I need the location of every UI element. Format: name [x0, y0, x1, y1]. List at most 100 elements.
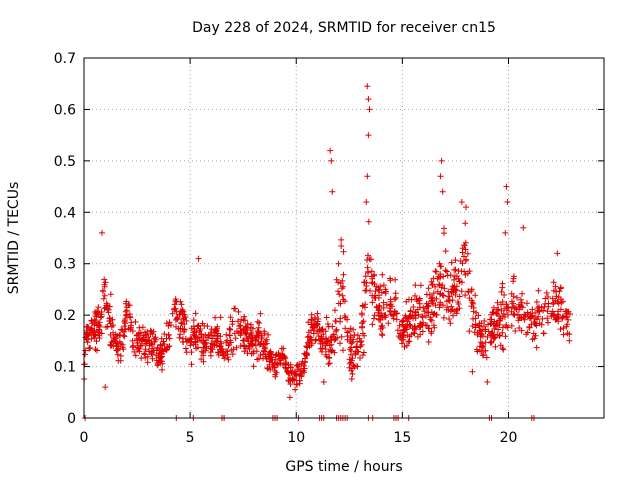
data-point [375, 307, 382, 314]
data-point [143, 338, 150, 345]
data-point [452, 257, 459, 264]
data-point [431, 310, 438, 317]
data-point [406, 333, 413, 340]
data-point [493, 322, 499, 329]
data-point [328, 341, 335, 348]
data-point [270, 362, 277, 369]
data-point [359, 330, 366, 337]
data-point [338, 243, 345, 249]
data-point [226, 332, 233, 339]
data-point [420, 319, 427, 326]
data-point [240, 337, 246, 344]
data-point [337, 280, 344, 287]
data-point [344, 333, 351, 340]
data-point [412, 309, 419, 316]
data-point [262, 338, 269, 345]
data-point [492, 343, 499, 350]
data-point [237, 343, 244, 349]
data-point [142, 346, 149, 353]
data-point [141, 350, 148, 357]
data-points [81, 83, 573, 421]
data-point [468, 288, 475, 294]
data-point [149, 343, 155, 349]
data-point [168, 322, 174, 329]
y-tick-label: 0 [67, 411, 76, 427]
data-point [254, 356, 261, 363]
data-point [241, 313, 248, 320]
data-point [556, 288, 563, 295]
data-point [178, 319, 184, 326]
data-point [147, 330, 154, 337]
data-point [329, 188, 336, 195]
data-point [171, 301, 178, 308]
data-point [453, 283, 460, 290]
data-point [530, 330, 537, 337]
data-point [349, 355, 356, 362]
data-point [100, 295, 107, 302]
data-point [200, 334, 207, 340]
data-point [399, 318, 406, 325]
data-point [437, 173, 444, 180]
data-point [95, 304, 102, 311]
data-point [178, 301, 185, 308]
data-point [466, 268, 473, 275]
data-point [265, 353, 272, 359]
data-point [183, 349, 190, 356]
data-point [335, 288, 342, 295]
data-point [364, 83, 371, 90]
data-point [362, 287, 369, 294]
data-point [428, 317, 435, 324]
data-point [548, 310, 555, 317]
data-point [552, 283, 559, 290]
data-point [426, 291, 433, 298]
data-point [180, 308, 187, 315]
data-point [346, 364, 353, 371]
data-point [496, 333, 503, 339]
data-point [101, 292, 108, 299]
x-axis-label: GPS time / hours [285, 459, 402, 475]
data-point [159, 366, 165, 373]
data-point [451, 276, 457, 283]
data-point [555, 313, 562, 320]
data-point [338, 236, 345, 243]
data-point [390, 315, 397, 322]
data-point [315, 316, 322, 322]
data-point [163, 335, 170, 342]
data-point [308, 327, 314, 334]
data-point [286, 378, 293, 385]
data-point [542, 295, 549, 302]
data-point [503, 183, 510, 190]
data-point [92, 346, 99, 353]
data-point [123, 304, 130, 311]
data-point [362, 273, 369, 280]
data-point [510, 311, 517, 317]
data-point [224, 354, 231, 361]
data-point [160, 348, 167, 355]
data-point [306, 343, 313, 350]
data-point [496, 321, 503, 328]
data-point [302, 351, 309, 358]
data-point [213, 342, 220, 349]
data-point [335, 260, 342, 267]
data-point [289, 368, 296, 375]
data-point [190, 331, 197, 338]
data-point [443, 298, 450, 305]
data-point [462, 257, 469, 264]
data-point [512, 305, 519, 312]
data-point [346, 328, 352, 335]
data-point [487, 339, 494, 346]
data-point [99, 229, 105, 236]
data-point [532, 315, 538, 322]
data-point [380, 304, 387, 311]
x-tick-label: 15 [393, 430, 411, 446]
axes: 0 0.1 0.2 0.3 0.4 0.5 0.6 0.7 0 5 10 15 20 [54, 51, 605, 446]
data-point [177, 331, 184, 338]
data-point [348, 348, 355, 354]
y-tick-label: 0.7 [54, 51, 76, 67]
data-point [275, 361, 282, 368]
data-point [227, 326, 234, 333]
data-point [300, 367, 307, 374]
data-point [498, 307, 505, 314]
data-point [338, 333, 345, 340]
data-point [106, 315, 113, 321]
